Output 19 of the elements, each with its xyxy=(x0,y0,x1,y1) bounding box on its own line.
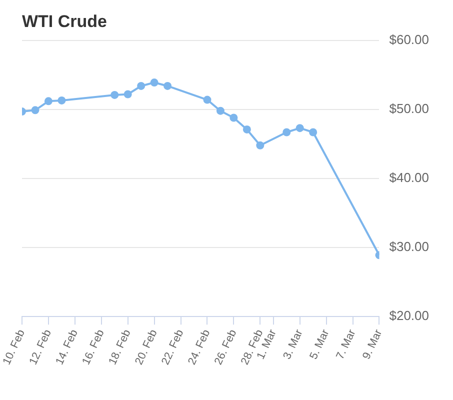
x-tick-label: 9. Mar xyxy=(360,328,385,362)
x-tick-label: 7. Mar xyxy=(334,328,358,362)
x-tick-label: 12. Feb xyxy=(27,328,54,367)
y-tick-label: $50.00 xyxy=(389,101,430,116)
x-tick-label: 26. Feb xyxy=(212,328,240,367)
x-tick-label: 10. Feb xyxy=(0,328,28,367)
x-tick-label: 20. Feb xyxy=(133,328,160,367)
y-tick-label: $40.00 xyxy=(389,170,430,186)
x-tick-label: 3. Mar xyxy=(281,328,306,362)
x-tick-label: 16. Feb xyxy=(80,328,107,367)
y-tick-label: $60.00 xyxy=(389,32,430,47)
y-tick-label: $20.00 xyxy=(389,308,430,324)
x-tick-label: 14. Feb xyxy=(54,328,80,367)
x-tick-label: 5. Mar xyxy=(308,328,332,362)
y-tick-label: $30.00 xyxy=(389,239,430,254)
x-tick-label: 18. Feb xyxy=(106,328,134,367)
x-tick-label: 22. Feb xyxy=(160,328,186,367)
x-tick-label: 24. Feb xyxy=(186,328,213,367)
chart-title: WTI Crude xyxy=(22,12,107,31)
